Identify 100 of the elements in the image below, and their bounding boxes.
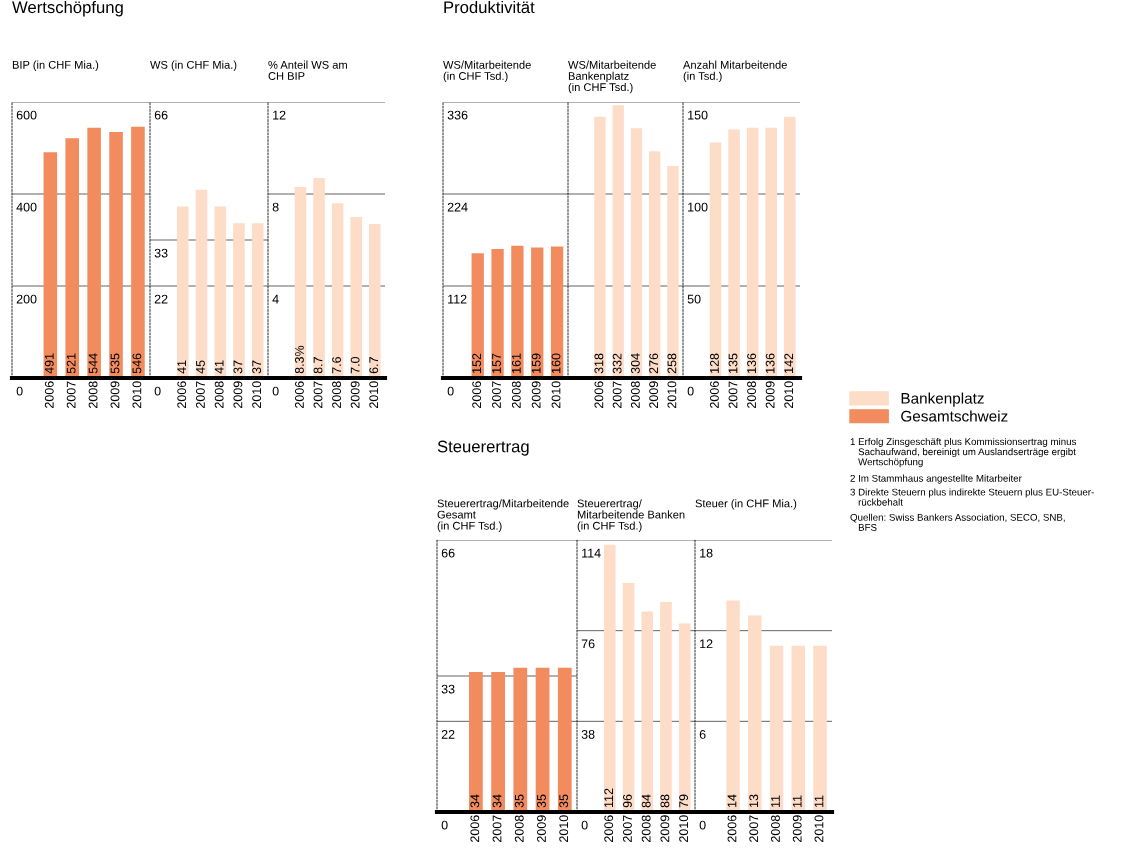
y-tick-label: 12 <box>273 110 286 120</box>
bar <box>667 166 679 378</box>
y-tick-label: 22 <box>441 730 455 739</box>
data-label: 318 <box>594 353 604 374</box>
y-tick-label: 114 <box>582 548 601 558</box>
x-tick-label: 2007 <box>66 381 76 408</box>
data-label: 35 <box>559 794 569 808</box>
y-tick-label: 336 <box>447 110 468 120</box>
legend-label: Gesamtschweiz <box>901 410 1008 422</box>
x-tick-label: 2008 <box>630 381 640 408</box>
y-tick-label: 76 <box>581 639 595 649</box>
x-tick-label: 2007 <box>492 815 502 842</box>
x-tick-label: 2007 <box>612 381 622 408</box>
x-tick-label: 2008 <box>771 815 780 842</box>
data-label: 136 <box>765 353 775 373</box>
x-tick-label: 2007 <box>623 815 632 842</box>
data-label: 11 <box>771 795 780 807</box>
x-tick-label: 2010 <box>551 381 561 408</box>
data-label: 11 <box>814 795 824 807</box>
chart-subtitle: WS/Mitarbeitende Bankenplatz (in CHF Tsd.) <box>568 60 656 94</box>
x-tick-label: 2008 <box>641 815 651 842</box>
data-label: 79 <box>679 794 689 808</box>
y-tick-label: 33 <box>441 684 455 694</box>
y-tick-label: 0 <box>154 386 161 396</box>
data-label: 546 <box>132 353 142 374</box>
text: 7.0 <box>350 356 360 374</box>
x-tick-label: 2008 <box>214 381 224 408</box>
data-label: 84 <box>641 794 651 808</box>
text: 6.7 <box>369 357 379 374</box>
bar <box>649 151 661 378</box>
y-tick-label: 150 <box>688 110 708 120</box>
y-tick-label: 8 <box>272 202 279 212</box>
data-label: 34 <box>492 794 502 808</box>
legend-label: Bankenplatz <box>901 392 984 407</box>
data-label: 88 <box>660 794 670 808</box>
source-note: Quellen: Swiss Bankers Association, SECO, SNB, BFS <box>850 513 1065 531</box>
y-tick-label: 12 <box>700 639 713 649</box>
x-tick-label: 2010 <box>814 815 824 842</box>
chart-title: Wertschöpfung <box>12 0 123 17</box>
x-tick-label: 2010 <box>252 381 262 408</box>
bar <box>594 116 606 378</box>
data-label: 37 <box>233 360 243 374</box>
data-label: 35 <box>514 794 524 808</box>
x-tick-label: 2009 <box>110 381 120 408</box>
y-tick-label: 22 <box>154 294 168 304</box>
y-tick-label: 600 <box>16 110 37 120</box>
chart-subtitle: Anzahl Mitarbeitende (in Tsd.) <box>683 60 787 83</box>
x-tick-label: 2006 <box>472 381 482 408</box>
data-label: 161 <box>511 353 521 373</box>
x-tick-label: 2006 <box>470 815 480 842</box>
x-tick-label: 2010 <box>132 381 142 408</box>
data-label: 152 <box>472 353 482 373</box>
data-label: 258 <box>667 353 677 374</box>
x-tick-label: 2010 <box>679 815 689 842</box>
chart-subtitle: WS/Mitarbeitende (in CHF Tsd.) <box>443 60 531 83</box>
data-label: 112 <box>604 788 614 807</box>
y-tick-label: 100 <box>688 202 708 212</box>
x-tick-label: 2006 <box>710 381 719 408</box>
data-label: 34 <box>470 794 480 808</box>
x-tick-label: 2008 <box>514 815 524 842</box>
data-label: 11 <box>792 795 802 807</box>
data-label: 96 <box>623 794 632 808</box>
data-label: 157 <box>492 353 501 373</box>
y-tick-label: 18 <box>700 548 713 558</box>
data-label: 159 <box>531 353 541 373</box>
x-tick-label: 2009 <box>765 381 775 408</box>
data-label: 135 <box>728 353 738 373</box>
x-tick-label: 2010 <box>369 381 379 408</box>
chart-subtitle: Steuer (in CHF Mia.) <box>695 499 797 510</box>
data-label: 491 <box>44 353 54 374</box>
x-tick-label: 2008 <box>332 381 341 408</box>
x-tick-label: 2010 <box>784 381 794 408</box>
x-tick-label: 2006 <box>44 381 54 408</box>
data-label: 128 <box>710 353 719 373</box>
data-label: 276 <box>649 353 659 374</box>
bar <box>612 105 624 378</box>
y-tick-label: 4 <box>272 294 279 304</box>
text: 2 Im Stammhaus angestellte Mitarbeiter <box>850 474 1022 484</box>
data-label: 136 <box>747 353 756 373</box>
text: 8.3% <box>295 345 304 374</box>
x-tick-label: 2007 <box>728 381 738 408</box>
y-tick-label: 33 <box>154 248 168 258</box>
x-tick-label: 2009 <box>537 815 546 842</box>
data-label: 13 <box>749 794 759 807</box>
x-tick-label: 2009 <box>350 381 360 408</box>
x-tick-label: 2006 <box>177 381 187 408</box>
y-tick-label: 6 <box>699 730 706 739</box>
text: 3 Direkte Steuern plus indirekte Steuern plus EU-Steuer- rückbehalt <box>850 488 1094 506</box>
data-label: 304 <box>630 353 640 374</box>
y-tick-label: 50 <box>687 294 701 304</box>
y-tick-label: 200 <box>16 294 37 304</box>
chart-title: Produktivität <box>444 0 535 14</box>
x-tick-label: 2008 <box>747 381 756 408</box>
y-tick-label: 0 <box>447 386 454 396</box>
data-label: 332 <box>612 353 622 374</box>
data-label: 535 <box>110 353 120 374</box>
x-tick-label: 2010 <box>667 381 677 408</box>
y-tick-label: 38 <box>581 730 595 739</box>
y-tick-label: 0 <box>699 820 706 830</box>
x-tick-label: 2009 <box>792 815 802 842</box>
